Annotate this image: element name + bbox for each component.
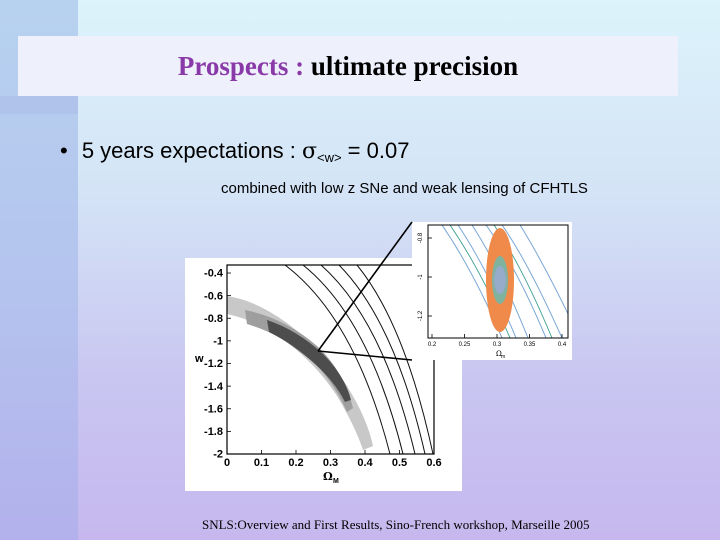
inset-x-tick-label: 0.2 [428, 342, 437, 348]
main-y-tick-label: -1.8 [204, 426, 223, 438]
title-box: Prospects : ultimate precision [18, 36, 678, 96]
title-prefix: Prospects : [178, 51, 311, 81]
left-accent-band [0, 96, 78, 114]
main-y-tick-label: -2 [213, 449, 223, 461]
main-x-tick-label: 0.1 [254, 457, 269, 469]
slide-title: Prospects : ultimate precision [178, 51, 518, 82]
inset-x-label-sub: m [501, 354, 505, 360]
bullet-icon: • [60, 138, 68, 163]
inset-y-tick-label: -0.8 [418, 232, 424, 243]
inset-y-tick-label: -1 [418, 274, 424, 280]
inset-x-tick-label: 0.35 [524, 342, 536, 348]
inset-blue-line-6 [520, 225, 572, 322]
inset-x-tick-label: 0.25 [459, 342, 471, 348]
main-y-tick-label: -0.8 [204, 313, 223, 325]
bullet-point: • 5 years expectations : σ<w> = 0.07 [60, 138, 409, 165]
main-x-tick-label: 0.3 [323, 457, 338, 469]
main-y-tick-label: -1 [213, 336, 223, 348]
main-y-tick-label: -1.4 [204, 381, 224, 393]
subline-text: combined with low z SNe and weak lensing… [221, 180, 588, 197]
main-y-tick-label: -0.6 [204, 290, 223, 302]
sigma-subscript: <w> [317, 150, 342, 165]
degeneracy-line-3 [321, 265, 415, 454]
inset-y-tick-label: -1.2 [418, 310, 424, 321]
main-y-label: w [194, 353, 204, 365]
main-x-label: Ω [323, 470, 333, 483]
main-axes-frame [227, 265, 434, 454]
bullet-value: = 0.07 [342, 138, 410, 163]
main-y-tick-label: -0.4 [204, 268, 224, 280]
inset-x-ticks: 0.2 0.25 0.3 0.35 0.4 [428, 334, 567, 348]
footer-citation: SNLS:Overview and First Results, Sino-Fr… [202, 517, 589, 533]
main-x-tick-label: 0.6 [426, 457, 441, 469]
main-x-ticks: 0 0.1 0.2 0.3 0.4 0.5 0.6 [224, 450, 442, 469]
main-x-tick-label: 0 [224, 457, 230, 469]
main-y-tick-label: -1.6 [204, 403, 223, 415]
inset-x-tick-label: 0.4 [558, 342, 567, 348]
inset-x-tick-label: 0.3 [493, 342, 502, 348]
inset-plot-svg: -0.8-1-1.2 0.2 0.25 0.3 0.35 0.4 Ω m [412, 222, 572, 360]
inset-y-ticks: -0.8 -1 -1.2 [418, 232, 432, 321]
main-x-label-sub: M [333, 478, 339, 485]
contour-middle [245, 310, 353, 412]
bullet-text: 5 years expectations : [82, 138, 302, 163]
main-x-tick-label: 0.2 [288, 457, 303, 469]
main-x-tick-label: 0.4 [357, 457, 373, 469]
degeneracy-line-1 [285, 265, 390, 454]
sigma-symbol: σ [302, 139, 317, 164]
inset-zoom-plot: -0.8 -1 -1.2 0.2 0.25 0.3 0.35 0.4 Ω m [412, 222, 572, 360]
main-x-tick-label: 0.5 [392, 457, 407, 469]
title-main: ultimate precision [311, 51, 518, 81]
main-y-tick-label: -1.2 [204, 358, 223, 370]
inset-blue-ellipse [494, 266, 506, 294]
